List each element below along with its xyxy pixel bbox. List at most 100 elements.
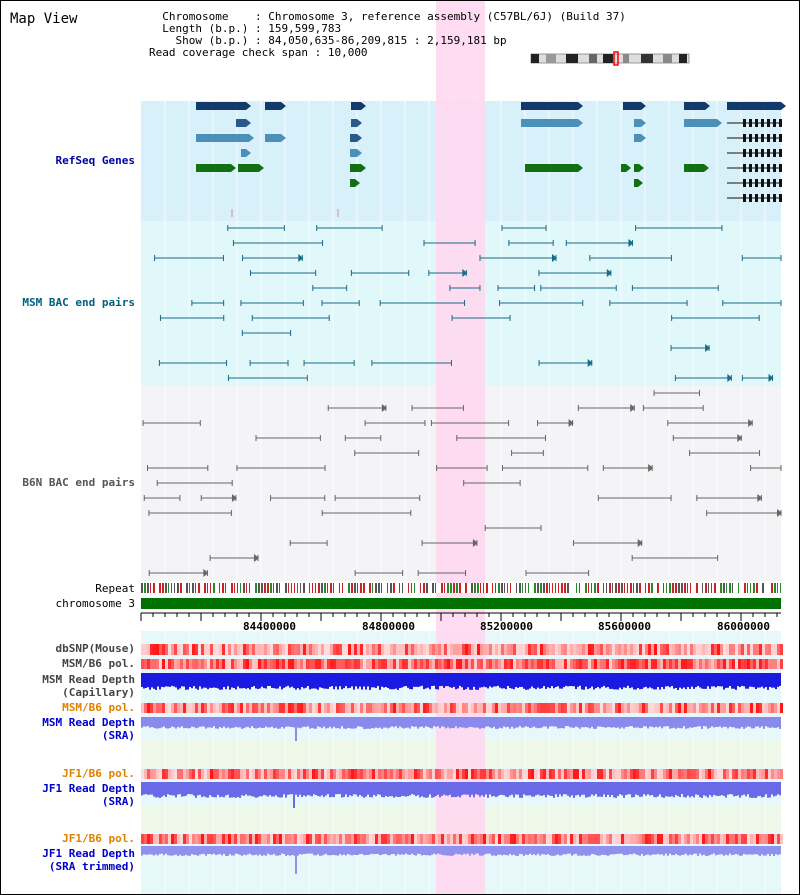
gene-exon [761,194,764,202]
read-depth-bar [249,717,251,729]
read-depth-bar [155,717,157,729]
read-depth-bar [211,782,213,797]
read-depth-bar [483,846,485,855]
polymorphism-cell [672,703,675,713]
polymorphism-cell [378,769,381,779]
track-label-msm-b6-pol[interactable]: MSM/B6 pol. [62,657,135,670]
chromosome-key: Chromosome [162,10,229,23]
read-depth-bar [397,673,399,690]
read-depth-bar [675,673,677,688]
track-label-msm-b6-pol-2[interactable]: MSM/B6 pol. [62,701,135,714]
read-depth-bar [229,846,231,855]
read-depth-bar [539,717,541,729]
polymorphism-cell [177,834,180,844]
read-depth-bar [747,717,749,727]
polymorphism-cell [642,769,645,779]
track-label-jf1-b6-pol[interactable]: JF1/B6 pol. [62,767,135,780]
polymorphism-cell [192,659,195,669]
read-depth-bar [385,717,387,728]
axis-tick-label: 84400000 [243,620,296,633]
read-depth-bar [603,846,605,855]
read-depth-bar [465,673,467,690]
track-label-msm-bac[interactable]: MSM BAC end pairs [22,296,135,309]
polymorphism-cell [504,834,507,844]
polymorphism-cell [429,769,432,779]
read-depth-bar [617,846,619,854]
polymorphism-cell [663,769,666,779]
read-depth-bar [475,782,477,795]
track-label-jf1-b6-pol-2[interactable]: JF1/B6 pol. [62,832,135,845]
polymorphism-cell [489,644,492,655]
polymorphism-cell [261,659,264,669]
polymorphism-cell [699,644,702,655]
read-depth-bar [143,782,145,795]
polymorphism-cell [312,769,315,779]
polymorphism-cell [369,659,372,669]
read-depth-bar [413,717,415,727]
polymorphism-cell [330,703,333,713]
read-depth-bar [251,717,253,727]
polymorphism-cell [765,703,768,713]
read-depth-bar [531,846,533,855]
polymorphism-cell [186,644,189,655]
polymorphism-cell [405,703,408,713]
gene-strand-arrow [638,179,643,187]
read-depth-bar [503,717,505,727]
read-depth-bar [449,717,451,729]
read-depth-bar [235,782,237,798]
read-depth-bar [577,673,579,687]
polymorphism-cell [294,769,297,779]
gene-strand-arrow [704,164,709,172]
read-depth-bar [285,846,287,856]
read-depth-bar [301,717,303,728]
polymorphism-cell [450,834,453,844]
track-label-jf1-depth-sra[interactable]: JF1 Read Depth (SRA) [42,782,135,808]
polymorphism-cell [750,769,753,779]
track-label-dbsnp[interactable]: dbSNP(Mouse) [55,642,135,655]
read-depth-bar [477,717,479,728]
polymorphism-cell [252,769,255,779]
read-depth-bar [635,673,637,690]
polymorphism-cell [699,834,702,844]
repeat-element [501,583,503,593]
polymorphism-cell [615,659,618,669]
track-label-refseq[interactable]: RefSeq Genes [55,154,135,167]
polymorphism-cell [369,644,372,655]
read-depth-bar [659,717,661,727]
polymorphism-cell [609,703,612,713]
read-depth-bar [263,717,265,728]
read-depth-bar [355,846,357,856]
track-label-b6n-bac[interactable]: B6N BAC end pairs [22,476,135,489]
polymorphism-cell [729,769,732,779]
polymorphism-cell [255,659,258,669]
track-label-msm-depth-capillary[interactable]: MSM Read Depth (Capillary) [42,673,135,699]
polymorphism-cell [387,644,390,655]
bac-end-arrow [472,539,478,547]
read-depth-bar [763,673,765,689]
read-depth-bar [671,782,673,797]
read-depth-bar [309,782,311,796]
polymorphism-cell [414,644,417,655]
polymorphism-cell [162,834,165,844]
track-label-jf1-depth-trimmed[interactable]: JF1 Read Depth (SRA trimmed) [42,847,135,873]
read-depth-bar [483,782,485,797]
polymorphism-cell [501,703,504,713]
read-depth-bar [381,717,383,729]
read-depth-bar [149,673,151,690]
polymorphism-cell [381,703,384,713]
polymorphism-cell [369,834,372,844]
polymorphism-cell [228,644,231,655]
track-label-msm-depth-sra[interactable]: MSM Read Depth (SRA) [42,716,135,742]
polymorphism-cell [474,659,477,669]
polymorphism-cell [345,769,348,779]
polymorphism-cell [393,834,396,844]
read-depth-bar [391,846,393,854]
read-depth-bar [609,717,611,728]
polymorphism-cell [330,769,333,779]
polymorphism-cell [651,659,654,669]
read-depth-bar [493,782,495,796]
read-depth-bar [411,782,413,795]
read-depth-bar [641,782,643,797]
polymorphism-cell [657,644,660,655]
